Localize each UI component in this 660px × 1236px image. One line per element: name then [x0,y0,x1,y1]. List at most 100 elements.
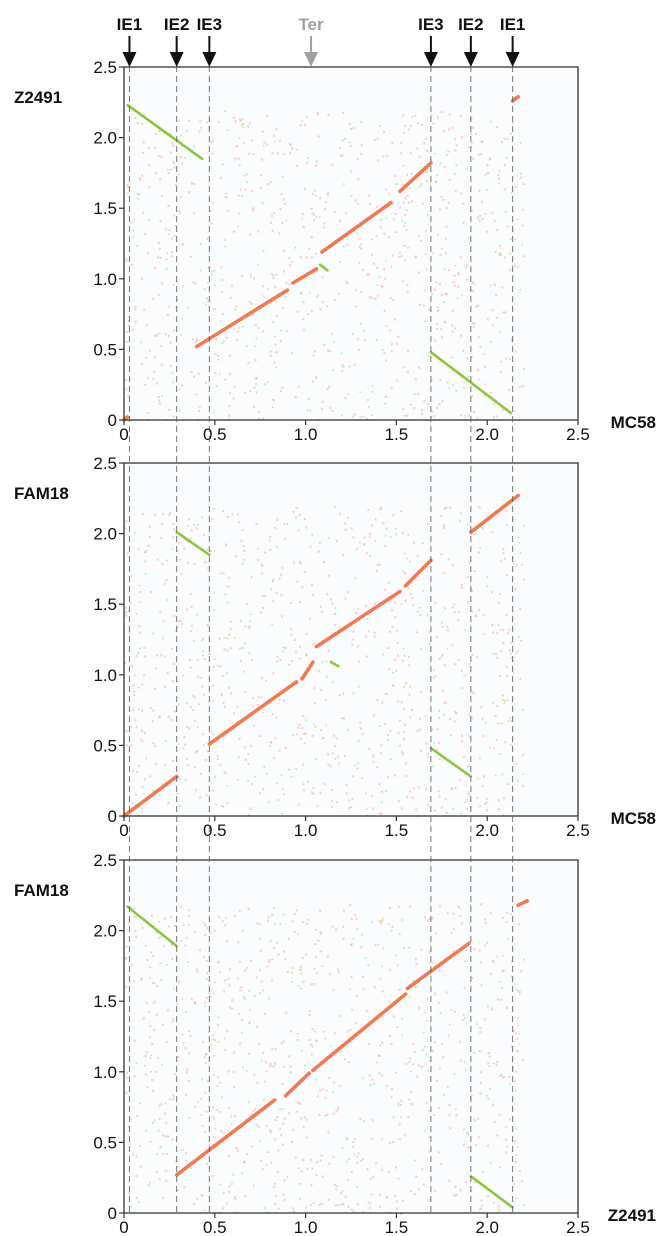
y-tick-label: 0 [108,411,117,430]
noise-dot-forward [372,1176,375,1179]
noise-dot-forward [334,1204,337,1207]
noise-dot-reverse [265,679,267,682]
noise-dot-forward [402,366,405,369]
noise-dot-forward [423,400,426,403]
noise-dot-forward [477,368,480,371]
noise-dot-forward [251,302,254,306]
noise-dot-forward [229,620,232,623]
y-tick-label: 0 [108,1204,117,1223]
noise-dot-forward [218,637,221,640]
noise-dot-forward [255,976,258,979]
noise-dot-reverse [371,390,374,393]
noise-dot-forward [459,915,462,918]
noise-dot-reverse [216,1109,219,1111]
noise-dot-reverse [390,265,393,268]
noise-dot-reverse [304,518,306,520]
noise-dot-forward [135,654,138,657]
noise-dot-reverse [241,195,243,197]
noise-dot-forward [126,552,130,555]
noise-dot-reverse [484,918,486,921]
noise-dot-reverse [343,246,345,248]
noise-dot-forward [396,1207,399,1210]
noise-dot-forward [274,1048,277,1051]
noise-dot-reverse [259,992,261,995]
noise-dot-forward [461,740,464,743]
noise-dot-reverse [417,610,419,613]
noise-dot-reverse [492,324,494,327]
y-tick-label: 0.5 [93,340,117,359]
noise-dot-reverse [143,113,146,116]
noise-dot-reverse [432,122,435,125]
noise-dot-reverse [193,639,195,642]
noise-dot-forward [404,762,408,765]
noise-dot-forward [360,144,363,147]
noise-dot-forward [428,917,431,920]
noise-dot-forward [207,126,210,129]
noise-dot-forward [244,391,247,394]
noise-dot-forward [359,721,362,724]
noise-dot-reverse [217,758,219,760]
noise-dot-forward [289,1065,292,1068]
noise-dot-forward [223,1132,226,1135]
noise-dot-forward [143,731,146,735]
x-tick-label: 0 [119,821,128,840]
forward-alignment-segment [469,493,520,535]
noise-dot-forward [185,757,188,760]
noise-dot-reverse [149,1057,152,1059]
noise-dot-reverse [274,1183,276,1185]
noise-dot-reverse [501,773,503,776]
noise-dot-forward [365,605,368,608]
noise-dot-forward [493,220,496,223]
noise-dot-forward [227,977,230,981]
noise-dot-forward [325,1089,328,1092]
noise-dot-forward [252,1110,255,1113]
noise-dot-forward [206,1079,209,1082]
noise-dot-forward [445,991,448,994]
noise-dot-forward [212,1115,215,1119]
noise-dot-reverse [390,930,393,932]
noise-dot-forward [459,115,462,118]
noise-dot-reverse [187,525,189,527]
noise-dot-forward [206,624,209,627]
noise-dot-forward [505,1151,508,1154]
noise-dot-reverse [334,506,337,508]
noise-dot-reverse [205,303,207,306]
noise-dot-reverse [321,965,324,967]
noise-dot-forward [169,133,173,136]
noise-dot-forward [165,258,168,261]
noise-dot-forward [158,399,161,402]
noise-dot-forward [257,326,260,330]
noise-dot-reverse [200,1098,202,1100]
noise-dot-forward [394,616,397,619]
noise-dot-forward [366,1168,369,1171]
noise-dot-forward [454,663,457,666]
noise-dot-reverse [447,558,450,561]
noise-dot-forward [319,791,322,795]
noise-dot-reverse [181,318,183,320]
noise-dot-forward [195,526,198,530]
noise-dot-reverse [491,1009,493,1011]
noise-dot-forward [375,234,378,238]
noise-dot-forward [332,1155,335,1158]
noise-dot-reverse [494,251,497,253]
noise-dot-reverse [223,1037,226,1040]
dot-plot-panel-3: 00.51.01.52.02.50 0.5 1.0 1.5 2.0 2.5FAM18Z24… [14,851,656,1236]
noise-dot-forward [464,801,467,804]
noise-dot-forward [521,385,525,388]
noise-dot-reverse [386,693,388,695]
noise-dot-forward [302,318,305,321]
noise-dot-reverse [248,1022,251,1025]
noise-dot-forward [255,523,258,526]
noise-dot-reverse [239,647,241,650]
noise-dot-forward [302,301,305,304]
noise-dot-forward [365,417,368,420]
noise-dot-forward [271,229,274,232]
noise-dot-forward [397,1177,400,1180]
noise-dot-forward [315,270,318,273]
noise-dot-reverse [203,534,206,536]
noise-dot-reverse [363,330,366,332]
y-tick-label: 0.5 [93,1133,117,1152]
noise-dot-reverse [401,1018,403,1020]
noise-dot-forward [505,921,508,924]
noise-dot-forward [216,664,220,667]
